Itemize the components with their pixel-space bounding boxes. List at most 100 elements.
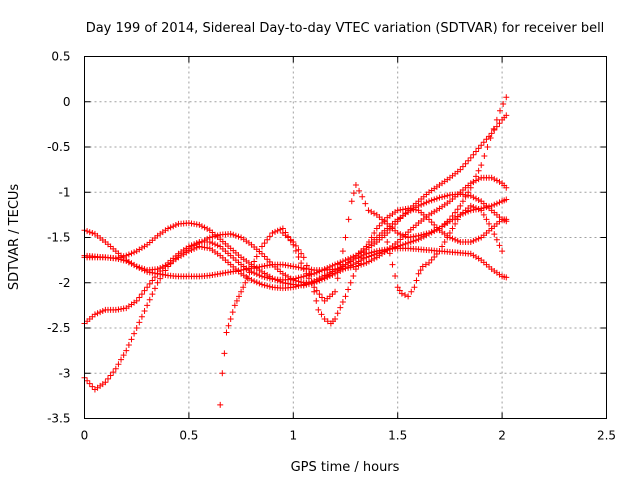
data-point [219, 370, 226, 377]
data-point [368, 257, 375, 264]
data-point [439, 194, 446, 201]
data-point [337, 261, 344, 268]
data-point [84, 377, 91, 384]
data-points [81, 94, 510, 408]
data-point [491, 201, 498, 208]
data-point [146, 280, 153, 287]
data-point [475, 167, 482, 174]
data-point [334, 275, 341, 282]
data-point [131, 262, 138, 269]
data-point [418, 201, 425, 208]
data-point [191, 242, 198, 249]
data-point [313, 297, 320, 304]
data-point [408, 288, 415, 295]
data-point [431, 253, 438, 260]
data-point [193, 241, 200, 248]
data-point [149, 291, 156, 298]
data-point [149, 277, 156, 284]
data-point [136, 294, 143, 301]
data-point [248, 263, 255, 270]
data-point [446, 216, 453, 223]
data-point [415, 232, 422, 239]
data-point [185, 245, 192, 252]
data-point [212, 233, 218, 240]
data-point [313, 287, 320, 294]
data-point [480, 139, 487, 146]
data-point [426, 229, 433, 236]
data-point [497, 107, 504, 114]
data-point [422, 261, 429, 268]
y-tick-label: 0 [63, 95, 71, 109]
data-point [118, 256, 125, 263]
data-point [264, 256, 271, 263]
data-point [446, 229, 453, 236]
data-point [104, 375, 111, 382]
data-point [232, 232, 239, 239]
data-point [290, 277, 297, 284]
data-point [483, 216, 490, 223]
data-point [172, 222, 179, 229]
data-point [475, 235, 482, 242]
data-point [399, 232, 406, 239]
data-point [490, 125, 497, 132]
data-point [413, 277, 420, 284]
data-point [360, 260, 367, 267]
data-point [141, 267, 148, 274]
data-point [350, 253, 357, 260]
data-point [441, 239, 448, 246]
data-point [125, 259, 132, 266]
data-point [467, 202, 474, 209]
data-point [396, 287, 403, 294]
data-point [352, 266, 359, 273]
chart-title: Day 199 of 2014, Sidereal Day-to-day VTE… [86, 21, 605, 36]
data-point [426, 198, 433, 205]
data-point [470, 151, 477, 158]
data-point [229, 309, 236, 316]
data-point [235, 233, 242, 240]
data-point [274, 227, 281, 234]
data-point [128, 336, 135, 343]
data-point [397, 231, 404, 238]
data-point [238, 288, 245, 295]
data-point [371, 255, 378, 262]
data-point [209, 240, 216, 247]
data-point [136, 264, 143, 271]
data-point [371, 229, 378, 236]
data-point [500, 101, 507, 108]
data-point [256, 272, 263, 279]
data-point [258, 243, 265, 250]
data-point [345, 216, 352, 223]
data-point [266, 283, 273, 290]
data-point [488, 174, 495, 181]
data-point [342, 257, 349, 264]
data-point [470, 179, 477, 186]
data-point [342, 293, 349, 300]
data-point [431, 196, 438, 203]
x-tick-label: 1 [289, 429, 297, 443]
data-point [397, 215, 404, 222]
data-point [242, 279, 249, 286]
data-point [415, 270, 422, 277]
data-point [381, 217, 388, 224]
data-point [420, 231, 427, 238]
data-point [475, 176, 482, 183]
data-point [459, 198, 466, 205]
data-point [321, 315, 328, 322]
data-point [488, 130, 495, 137]
data-point [457, 166, 464, 173]
data-point [89, 383, 96, 390]
data-point [123, 347, 130, 354]
data-point [384, 229, 391, 236]
data-point [350, 272, 357, 279]
data-point [133, 263, 140, 270]
data-point [426, 259, 433, 266]
data-point [240, 284, 247, 291]
data-point [373, 225, 380, 232]
data-point [475, 206, 482, 213]
data-point [198, 223, 205, 230]
data-point [214, 232, 221, 239]
data-point [384, 239, 391, 246]
data-point [305, 275, 312, 282]
x-tick-label: 0 [81, 429, 89, 443]
data-point [348, 198, 355, 205]
